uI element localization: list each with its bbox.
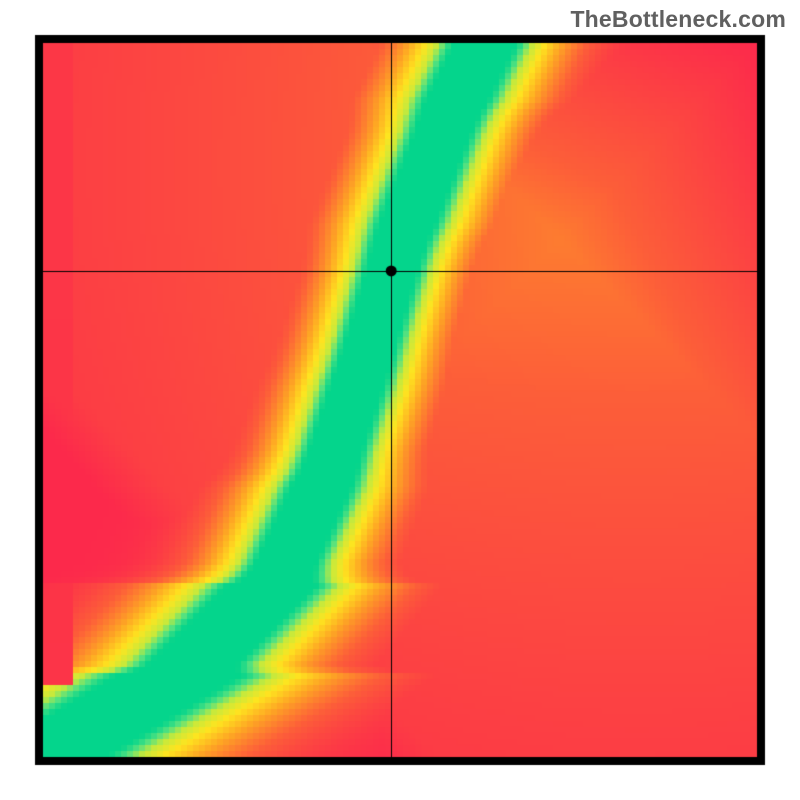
bottleneck-heatmap [0, 0, 800, 800]
